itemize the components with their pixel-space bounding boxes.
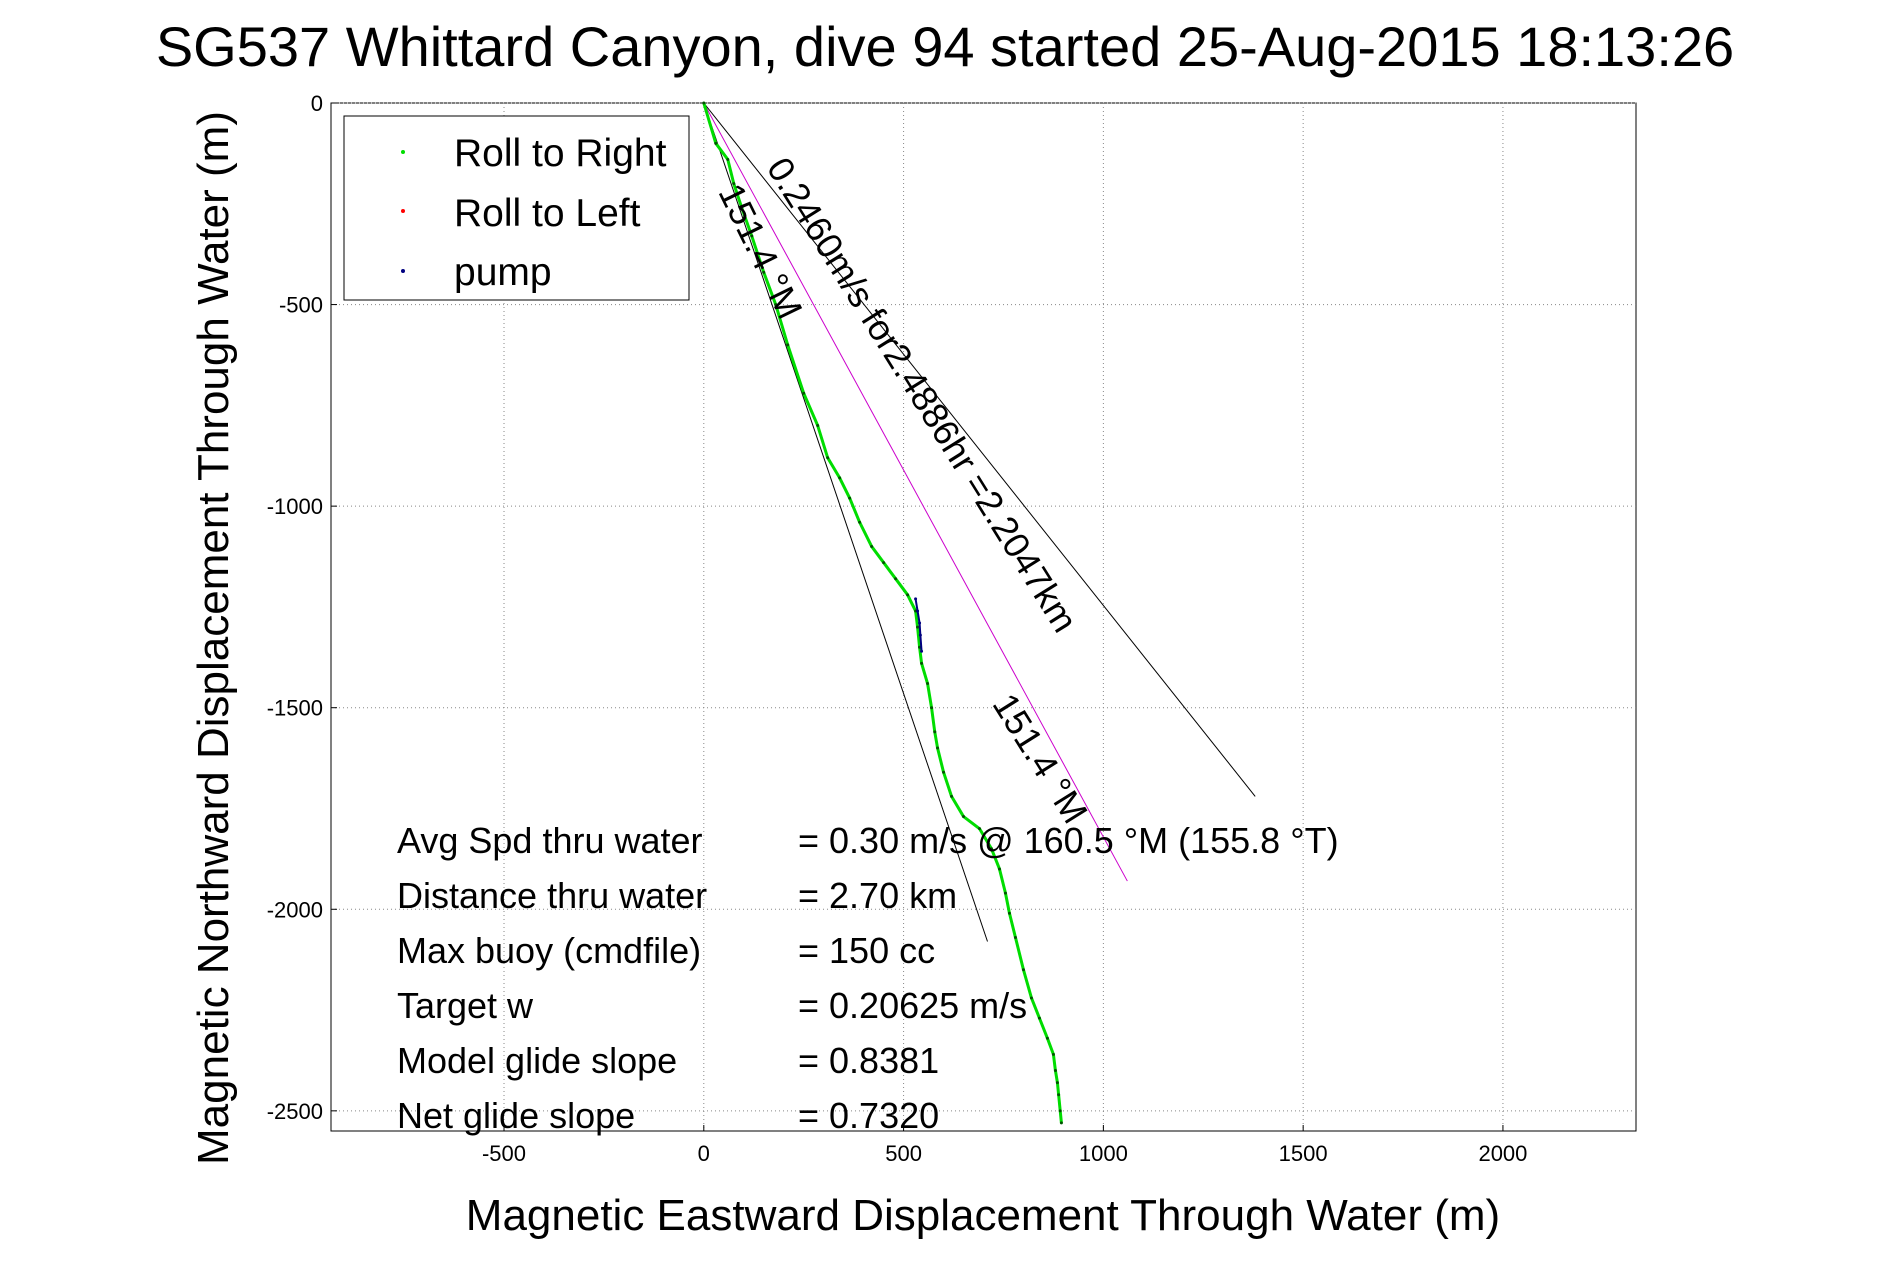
data-point-pump — [920, 649, 924, 653]
legend-marker-pump — [401, 269, 405, 273]
legend-label-roll-left: Roll to Left — [454, 192, 641, 235]
data-point-roll-to-right — [732, 182, 736, 186]
data-point-roll-to-right — [726, 157, 730, 161]
y-tick-label: -2500 — [267, 1099, 323, 1124]
data-point-roll-to-right — [1003, 891, 1007, 895]
data-point-roll-to-right — [1037, 1016, 1041, 1020]
grid-lines — [331, 102, 1636, 1131]
y-tick-label: -2000 — [267, 897, 323, 922]
series-line-roll-to-right — [702, 102, 1063, 1124]
data-point-roll-to-right — [920, 661, 924, 665]
data-point-roll-to-right — [848, 496, 852, 500]
data-point-roll-to-right — [702, 101, 706, 105]
data-point-roll-to-right — [1029, 996, 1033, 1000]
data-point-roll-to-right — [1057, 1093, 1061, 1097]
data-point-roll-to-right — [989, 847, 993, 851]
reference-lines — [703, 102, 1256, 942]
data-point-roll-to-right — [950, 794, 954, 798]
data-point-roll-to-right — [1013, 935, 1017, 939]
data-point-roll-to-right — [1045, 1036, 1049, 1040]
data-point-roll-to-right — [882, 561, 886, 565]
reference-line-mean-heading — [703, 102, 1128, 882]
data-point-roll-to-right — [740, 206, 744, 210]
x-tick-label: 0 — [698, 1141, 710, 1166]
data-point-roll-to-right — [750, 234, 754, 238]
legend-marker-roll-left — [401, 209, 405, 213]
x-tick-label: 1000 — [1079, 1141, 1128, 1166]
data-point-roll-to-right — [1055, 1081, 1059, 1085]
data-point-roll-to-right — [978, 827, 982, 831]
y-axis-label: Magnetic Northward Displacement Through … — [189, 111, 238, 1165]
data-point-roll-to-right — [1007, 911, 1011, 915]
legend-box — [343, 115, 690, 301]
x-tick-label: 2000 — [1478, 1141, 1527, 1166]
data-point-roll-to-right — [870, 544, 874, 548]
stat-label: Avg Spd thru water — [397, 820, 703, 861]
dive-stats: Avg Spd thru water = 0.30 m/s @ 160.5 °M… — [397, 820, 1339, 1136]
tick-labels: -500 0 500 1000 1500 2000 0 -500 -1000 -1500 -2000… — [267, 91, 1528, 1166]
stat-value: = 0.7320 — [798, 1095, 939, 1136]
stat-label: Max buoy (cmdfile) — [397, 930, 701, 971]
stat-value: = 0.20625 m/s — [798, 985, 1027, 1026]
data-point-roll-to-right — [786, 343, 790, 347]
data-point-roll-to-right — [916, 625, 920, 629]
y-tick-label: -1500 — [267, 696, 323, 721]
y-tick-label: -500 — [279, 293, 323, 318]
stat-value: = 0.8381 — [798, 1040, 939, 1081]
data-point-roll-to-right — [930, 706, 934, 710]
x-axis-label: Magnetic Eastward Displacement Through W… — [466, 1191, 1500, 1240]
reference-line-cone-right — [703, 102, 1256, 797]
x-tick-label: 500 — [885, 1141, 922, 1166]
data-point-roll-to-right — [1051, 1052, 1055, 1056]
y-tick-label: -1000 — [267, 494, 323, 519]
data-point-pump — [918, 633, 922, 637]
data-point-roll-to-right — [936, 746, 940, 750]
data-point-roll-to-right — [762, 270, 766, 274]
data-point-roll-to-right — [894, 577, 898, 581]
stat-label: Net glide slope — [397, 1095, 635, 1136]
series-layer — [702, 101, 1063, 1125]
data-point-roll-to-right — [838, 476, 842, 480]
data-point-roll-to-right — [714, 141, 718, 145]
data-point-pump — [914, 597, 918, 601]
x-tick-label: -500 — [482, 1141, 526, 1166]
legend-marker-roll-right — [401, 150, 405, 154]
data-point-roll-to-right — [802, 391, 806, 395]
legend: Roll to Right Roll to Left pump — [343, 115, 690, 301]
data-point-roll-to-right — [858, 520, 862, 524]
data-point-roll-to-right — [816, 424, 820, 428]
data-point-roll-to-right — [962, 815, 966, 819]
stat-label: Model glide slope — [397, 1040, 677, 1081]
data-point-roll-to-right — [926, 682, 930, 686]
data-point-roll-to-right — [1059, 1121, 1063, 1125]
data-point-roll-to-right — [1021, 968, 1025, 972]
data-point-roll-to-right — [997, 867, 1001, 871]
data-point-pump — [918, 621, 922, 625]
chart-title: SG537 Whittard Canyon, dive 94 started 2… — [156, 15, 1734, 78]
data-point-roll-to-right — [774, 303, 778, 307]
stat-label: Distance thru water — [397, 875, 707, 916]
legend-label-pump: pump — [454, 251, 552, 294]
data-point-pump — [916, 609, 920, 613]
reference-line-cone-left — [703, 102, 988, 942]
data-point-roll-to-right — [826, 456, 830, 460]
stat-value: = 150 cc — [798, 930, 935, 971]
legend-label-roll-right: Roll to Right — [454, 132, 667, 175]
data-point-roll-to-right — [933, 730, 937, 734]
stat-value: = 0.30 m/s @ 160.5 °M (155.8 °T) — [798, 820, 1339, 861]
x-tick-label: 1500 — [1279, 1141, 1328, 1166]
data-point-roll-to-right — [1053, 1069, 1057, 1073]
data-point-roll-to-right — [942, 770, 946, 774]
stat-value: = 2.70 km — [798, 875, 957, 916]
data-point-roll-to-right — [1058, 1109, 1062, 1113]
y-tick-label: 0 — [311, 91, 323, 116]
data-point-roll-to-right — [906, 593, 910, 597]
stat-label: Target w — [397, 985, 534, 1026]
